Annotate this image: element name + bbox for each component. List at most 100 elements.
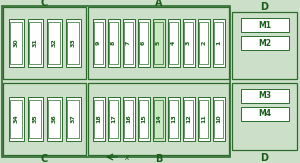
Bar (28, 19, 43, 67)
Bar (241, 18, 289, 32)
Bar (46, 19, 62, 67)
Text: 1: 1 (216, 41, 221, 45)
Bar (8, 97, 23, 141)
Text: 7: 7 (126, 41, 131, 45)
Bar (139, 100, 148, 138)
Bar (29, 22, 40, 64)
Bar (46, 97, 62, 141)
Bar (124, 100, 133, 138)
Bar (169, 100, 178, 138)
Bar (212, 97, 224, 141)
Text: D: D (260, 2, 268, 12)
Bar (109, 22, 118, 64)
Bar (152, 97, 164, 141)
Bar (94, 100, 103, 138)
Bar (137, 19, 149, 67)
Bar (68, 22, 79, 64)
Bar (124, 22, 133, 64)
Bar (232, 83, 297, 150)
Bar (122, 19, 134, 67)
Text: 3: 3 (186, 41, 191, 45)
Text: 34: 34 (14, 115, 19, 123)
Text: D: D (260, 153, 268, 163)
Text: 37: 37 (70, 115, 76, 123)
Text: 2: 2 (201, 41, 206, 45)
Text: A: A (155, 0, 162, 8)
Bar (2, 6, 230, 157)
Bar (212, 19, 224, 67)
Bar (232, 12, 297, 79)
Bar (28, 97, 43, 141)
Bar (65, 97, 80, 141)
Text: 16: 16 (126, 115, 131, 123)
Bar (214, 100, 223, 138)
Bar (199, 22, 208, 64)
Bar (197, 19, 209, 67)
Bar (92, 97, 104, 141)
Text: 36: 36 (52, 115, 56, 123)
Text: 35: 35 (32, 115, 38, 123)
Bar (182, 97, 194, 141)
Bar (167, 97, 179, 141)
Bar (65, 19, 80, 67)
Text: M3: M3 (258, 91, 271, 101)
Bar (107, 19, 119, 67)
Bar (94, 22, 103, 64)
Text: 5: 5 (156, 41, 161, 45)
Bar (49, 22, 60, 64)
Text: 12: 12 (186, 115, 191, 123)
Text: 15: 15 (141, 115, 146, 123)
Text: 9: 9 (96, 41, 101, 45)
Text: x: x (124, 153, 128, 162)
Bar (11, 100, 22, 138)
Bar (241, 89, 289, 103)
Text: 8: 8 (111, 41, 116, 45)
Bar (152, 19, 164, 67)
Bar (169, 22, 178, 64)
Text: M2: M2 (258, 38, 271, 47)
Bar (68, 100, 79, 138)
Text: C: C (41, 0, 48, 8)
Bar (241, 36, 289, 50)
Bar (139, 22, 148, 64)
Text: B: B (155, 154, 162, 163)
Bar (8, 19, 23, 67)
Bar (182, 19, 194, 67)
Bar (29, 100, 40, 138)
Bar (197, 97, 209, 141)
Text: 10: 10 (216, 115, 221, 123)
Text: 18: 18 (96, 115, 101, 123)
Bar (199, 100, 208, 138)
Text: C: C (41, 154, 48, 163)
Bar (3, 7, 86, 79)
Text: 17: 17 (111, 115, 116, 123)
Text: M4: M4 (258, 110, 271, 119)
Text: 14: 14 (156, 115, 161, 123)
Bar (154, 100, 163, 138)
Bar (241, 107, 289, 121)
Text: M1: M1 (258, 21, 271, 30)
Text: 30: 30 (14, 39, 19, 47)
Bar (49, 100, 60, 138)
Text: 11: 11 (201, 115, 206, 123)
Bar (109, 100, 118, 138)
Text: 6: 6 (141, 41, 146, 45)
Bar (88, 83, 229, 155)
Bar (122, 97, 134, 141)
Text: 13: 13 (171, 115, 176, 123)
Bar (184, 22, 193, 64)
Bar (154, 22, 163, 64)
Bar (88, 7, 229, 79)
Bar (11, 22, 22, 64)
Bar (3, 83, 86, 155)
Bar (137, 97, 149, 141)
Text: 32: 32 (52, 39, 56, 47)
Text: 31: 31 (32, 39, 38, 47)
Bar (184, 100, 193, 138)
Bar (92, 19, 104, 67)
Bar (167, 19, 179, 67)
Bar (107, 97, 119, 141)
Bar (214, 22, 223, 64)
Text: 33: 33 (70, 39, 76, 47)
Text: 4: 4 (171, 41, 176, 45)
